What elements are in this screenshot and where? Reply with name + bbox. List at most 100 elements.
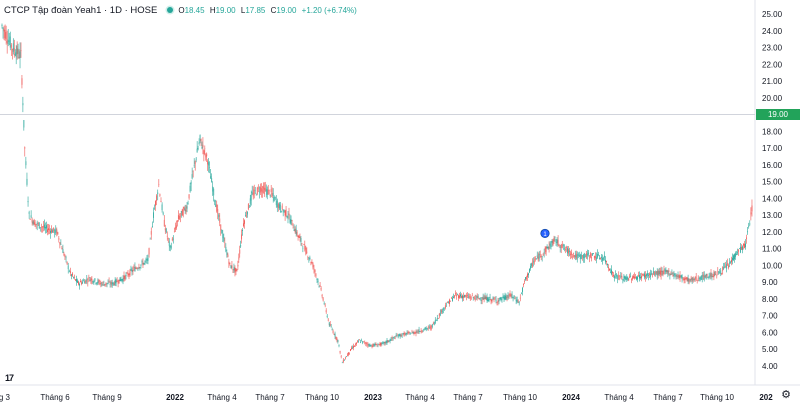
candle-body [646,273,648,276]
candle-body [459,295,460,298]
candle-body [595,257,597,260]
candle-body [446,301,448,303]
candle-body [669,273,671,276]
tradingview-logo[interactable]: 17 [5,373,14,383]
candle-body [323,303,325,305]
candle-body [517,300,519,302]
candle-body [401,335,403,337]
symbol-title[interactable]: CTCP Tập đoàn Yeah1 · 1D · HOSE [4,4,158,16]
candle-body [743,243,744,246]
candle-body [51,229,53,233]
candle-body [134,266,136,272]
gear-icon[interactable]: ⚙ [781,389,791,401]
candle-body [164,228,166,231]
candle-body [239,249,241,254]
candle-body [488,299,490,301]
candle-body [444,305,446,309]
candle-body [692,277,694,282]
candle-body [373,344,375,346]
x-tick-label: Tháng 4 [207,393,237,402]
candle-body [246,211,248,215]
candle-body [351,347,352,350]
y-tick-label: 21.00 [762,77,783,86]
candle-body [339,351,341,353]
candle-body [688,278,690,283]
candle-body [591,253,593,256]
candle-body [372,344,374,347]
candle-body [11,49,13,51]
candle-body [54,230,56,234]
candle-body [392,337,394,339]
candle-body [731,259,732,263]
candle-body [461,296,462,298]
candle-body [79,283,80,286]
candle-body [536,255,538,257]
candle-body [275,200,277,206]
close-value: 19.00 [276,5,297,15]
candle-body [420,330,422,332]
candle-body [524,281,525,282]
last-price-tag: 19.00 [756,109,800,120]
candle-body [642,274,643,275]
candle-body [590,257,592,259]
candle-body [66,261,68,265]
candle-body [728,265,730,268]
candle-body [358,340,360,342]
candle-body [427,326,429,329]
candle-body [125,274,127,277]
candle-body [151,226,153,227]
candle-body [102,282,104,283]
candle-body [704,276,706,278]
candle-body [601,257,603,261]
candle-body [572,253,574,254]
candle-body [671,273,673,275]
candle-body [620,275,622,277]
candle-body [623,275,625,279]
candle-body [639,275,640,279]
candle-body [10,44,12,48]
candle-body [719,272,721,274]
candle-body [156,195,158,202]
candle-body [510,294,512,296]
candle-body [506,296,508,298]
candle-body [490,299,492,302]
candle-body [701,275,703,280]
candle-body [12,43,14,52]
candle-body [662,271,664,275]
event-marker[interactable] [540,228,550,239]
candle-body [458,295,459,299]
candle-body [471,295,473,296]
candle-body [593,255,595,259]
candle-body [462,295,463,299]
candle-body [331,329,333,330]
candle-body [290,219,292,225]
candle-body [539,254,541,255]
y-tick-label: 4.00 [762,362,778,371]
candle-body [233,267,235,271]
candle-body [320,287,322,290]
candle-body [386,340,388,343]
candle-body [115,279,117,284]
candle-body [187,203,189,204]
candle-body [53,227,55,231]
candle-body [266,188,268,195]
candle-body [382,342,384,344]
candle-body [50,230,51,234]
candle-body [469,296,471,298]
candle-body [567,249,569,254]
candle-body [312,263,314,268]
candle-body [288,213,290,216]
candle-body [523,284,524,286]
candle-body [208,162,210,166]
candle-body [555,242,557,244]
candle-body [672,275,674,277]
candle-body [70,274,72,277]
candle-body [681,275,683,279]
y-tick-label: 7.00 [762,312,778,321]
x-tick-label: Tháng 7 [653,393,683,402]
candle-body [394,337,396,339]
candle-body [80,281,81,283]
candle-body [230,265,232,269]
